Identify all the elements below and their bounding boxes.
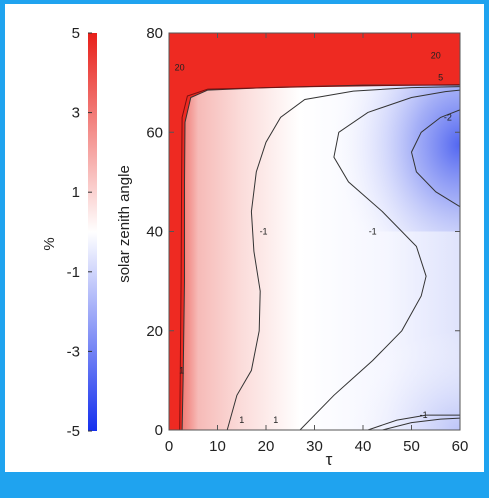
contour-line-5 [367, 414, 460, 430]
x-tick-label-6: 60 [452, 438, 469, 455]
colorbar-tick-label-3: -1 [67, 264, 80, 281]
plot-area: 1 1 -1 -1 -1 -2 20 1 20 5 0 10 20 30 40 50 60 0 20 40 60 80… [116, 25, 468, 469]
contour-label-0: 1 [239, 415, 244, 425]
contour-line-3 [299, 89, 460, 430]
x-axis-label: τ [326, 450, 333, 469]
y-tick-label-3: 60 [146, 124, 163, 141]
heatmap-chart: 5 3 1 -1 -3 -5 % 1 1 -1 -1 -1 -2 20 1 20 5 0 10 20 30 40 50… [41, 25, 468, 469]
heatmap-negative-lower [338, 330, 460, 430]
heatmap-saturated-region [169, 33, 460, 430]
contour-label-6: 20 [175, 63, 185, 73]
contour-lines [179, 84, 460, 430]
contour-label-2: -1 [260, 227, 268, 237]
contour-label-5: -2 [444, 112, 452, 122]
x-axis-ticks: 0 10 20 30 40 50 60 [165, 33, 469, 455]
x-tick-label-5: 50 [403, 438, 420, 455]
x-tick-label-3: 30 [306, 438, 323, 455]
colorbar-tick-label-4: -3 [67, 343, 80, 360]
contour-label-7: 1 [179, 365, 184, 375]
x-tick-label-4: 40 [355, 438, 372, 455]
contour-label-9: 5 [438, 73, 443, 83]
contour-label-4: -1 [420, 410, 428, 420]
y-axis-ticks: 0 20 40 60 80 [146, 25, 460, 439]
colorbar-tick-label-1: 3 [72, 105, 80, 122]
x-tick-label-2: 20 [258, 438, 275, 455]
colorbar-tick-label-0: 5 [72, 25, 80, 42]
contour-label-3: -1 [369, 227, 377, 237]
colorbar: 5 3 1 -1 -3 -5 % [41, 25, 97, 440]
x-tick-label-1: 10 [209, 438, 226, 455]
contour-labels: 1 1 -1 -1 -1 -2 20 1 20 5 [175, 50, 452, 425]
contour-line-1 [179, 84, 460, 430]
contour-line-2 [226, 86, 460, 430]
colorbar-tick-label-5: -5 [67, 423, 80, 440]
y-tick-label-2: 40 [146, 224, 163, 241]
y-tick-label-4: 80 [146, 25, 163, 42]
colorbar-ticks: 5 3 1 -1 -3 -5 [67, 25, 92, 440]
contour-label-1: 1 [273, 415, 278, 425]
colorbar-gradient [88, 33, 97, 431]
y-axis-label: solar zenith angle [116, 165, 133, 283]
x-tick-label-0: 0 [165, 438, 173, 455]
contour-line-4 [410, 109, 460, 208]
y-tick-label-1: 20 [146, 323, 163, 340]
contour-label-8: 20 [431, 50, 441, 60]
y-tick-label-0: 0 [155, 422, 163, 439]
colorbar-tick-label-2: 1 [72, 184, 80, 201]
contour-line-6 [382, 417, 460, 430]
colorbar-label: % [41, 237, 58, 250]
